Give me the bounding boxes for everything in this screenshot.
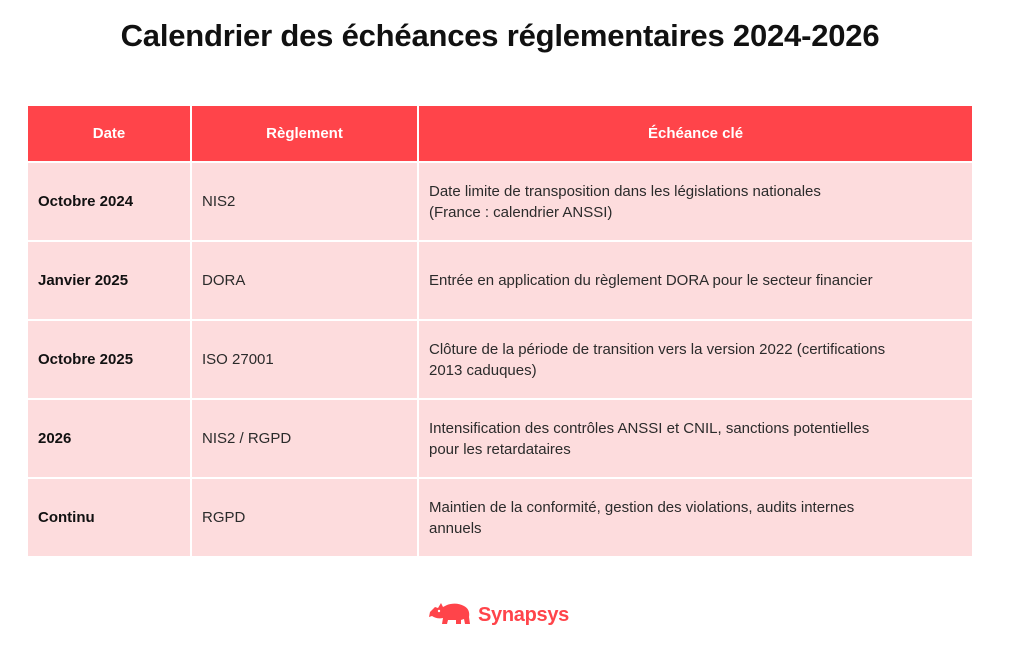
- echeance-line: Date limite de transposition dans les lé…: [429, 182, 821, 200]
- echeance-line: 2013 caduques): [429, 361, 537, 379]
- row-reglement: ISO 27001: [190, 319, 419, 400]
- table-row: Continu RGPD Maintien de la conformité, …: [26, 477, 974, 558]
- table-row: Janvier 2025 DORA Entrée en application …: [26, 240, 974, 321]
- row-echeance: Intensification des contrôles ANSSI et C…: [417, 398, 974, 479]
- table-header-row: Date Règlement Échéance clé: [26, 104, 974, 163]
- row-echeance: Entrée en application du règlement DORA …: [417, 240, 974, 321]
- echeance-line: (France : calendrier ANSSI): [429, 203, 613, 221]
- echeance-line: Intensification des contrôles ANSSI et C…: [429, 419, 870, 437]
- row-reglement: RGPD: [190, 477, 419, 558]
- header-reglement: Règlement: [190, 104, 419, 163]
- deadlines-table: Date Règlement Échéance clé Octobre 2024…: [26, 104, 974, 558]
- row-date: Continu: [26, 477, 192, 558]
- echeance-line: annuels: [429, 519, 482, 537]
- row-date: Octobre 2025: [26, 319, 192, 400]
- row-reglement: NIS2 / RGPD: [190, 398, 419, 479]
- echeance-line: Clôture de la période de transition vers…: [429, 340, 886, 358]
- synapsys-logo: Synapsys: [428, 598, 569, 632]
- table-row: Octobre 2025 ISO 27001 Clôture de la pér…: [26, 319, 974, 400]
- table-row: 2026 NIS2 / RGPD Intensification des con…: [26, 398, 974, 479]
- page-title: Calendrier des échéances réglementaires …: [120, 18, 880, 53]
- echeance-line: pour les retardataires: [429, 440, 571, 458]
- row-echeance: Clôture de la période de transition vers…: [417, 319, 974, 400]
- header-date: Date: [26, 104, 192, 163]
- header-echeance: Échéance clé: [417, 104, 974, 163]
- table-row: Octobre 2024 NIS2 Date limite de transpo…: [26, 161, 974, 242]
- echeance-line: Maintien de la conformité, gestion des v…: [429, 498, 855, 516]
- row-echeance: Date limite de transposition dans les lé…: [417, 161, 974, 242]
- row-reglement: DORA: [190, 240, 419, 321]
- echeance-line: Entrée en application du règlement DORA …: [429, 272, 873, 289]
- row-date: Octobre 2024: [26, 161, 192, 242]
- row-date: Janvier 2025: [26, 240, 192, 321]
- row-reglement: NIS2: [190, 161, 419, 242]
- row-echeance: Maintien de la conformité, gestion des v…: [417, 477, 974, 558]
- rhino-icon: [428, 598, 472, 633]
- logo-text: Synapsys: [478, 603, 569, 626]
- row-date: 2026: [26, 398, 192, 479]
